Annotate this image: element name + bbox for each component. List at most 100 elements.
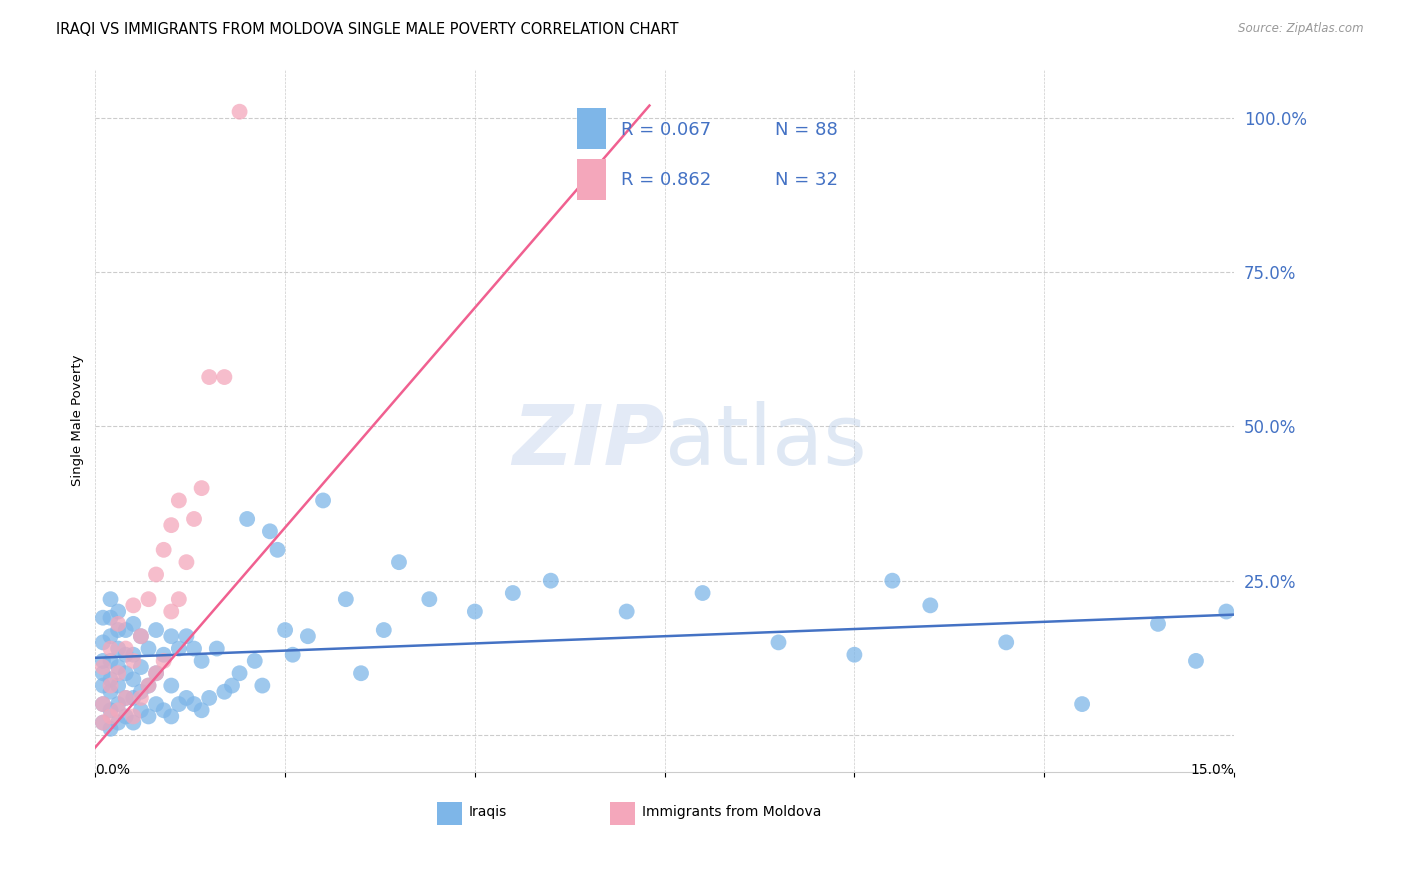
- Point: [138, 592, 160, 607]
- Point: [312, 493, 335, 508]
- Point: [100, 685, 122, 699]
- Point: [160, 679, 183, 693]
- Point: [122, 654, 145, 668]
- Point: [145, 567, 167, 582]
- Point: [205, 641, 228, 656]
- Point: [274, 623, 297, 637]
- Point: [114, 648, 136, 662]
- Point: [107, 641, 129, 656]
- Point: [114, 623, 136, 637]
- Point: [114, 666, 136, 681]
- Text: 15.0%: 15.0%: [1189, 763, 1234, 777]
- Point: [221, 679, 243, 693]
- Point: [107, 666, 129, 681]
- Point: [335, 592, 357, 607]
- Point: [91, 610, 114, 624]
- Point: [464, 605, 486, 619]
- Point: [91, 697, 114, 711]
- Point: [1185, 654, 1208, 668]
- Point: [183, 641, 205, 656]
- Point: [107, 616, 129, 631]
- Point: [100, 703, 122, 717]
- Point: [844, 648, 866, 662]
- Point: [616, 605, 638, 619]
- Point: [502, 586, 524, 600]
- Point: [1071, 697, 1094, 711]
- Point: [145, 623, 167, 637]
- Point: [152, 654, 174, 668]
- Point: [100, 654, 122, 668]
- Point: [145, 697, 167, 711]
- Point: [138, 641, 160, 656]
- Point: [114, 690, 136, 705]
- Point: [214, 370, 236, 384]
- Point: [152, 542, 174, 557]
- Point: [350, 666, 373, 681]
- Point: [190, 654, 212, 668]
- Point: [920, 599, 942, 613]
- Point: [266, 542, 288, 557]
- Point: [160, 629, 183, 643]
- Point: [122, 715, 145, 730]
- Point: [768, 635, 790, 649]
- Point: [122, 673, 145, 687]
- Point: [129, 690, 152, 705]
- Point: [190, 481, 212, 495]
- Point: [129, 660, 152, 674]
- Point: [107, 623, 129, 637]
- Point: [100, 610, 122, 624]
- Point: [100, 629, 122, 643]
- Point: [882, 574, 904, 588]
- Point: [995, 635, 1018, 649]
- Point: [167, 592, 190, 607]
- Point: [107, 679, 129, 693]
- Point: [692, 586, 714, 600]
- Point: [107, 697, 129, 711]
- Point: [122, 599, 145, 613]
- Text: atlas: atlas: [665, 401, 866, 482]
- Point: [167, 697, 190, 711]
- Text: Source: ZipAtlas.com: Source: ZipAtlas.com: [1239, 22, 1364, 36]
- Point: [228, 666, 250, 681]
- Point: [100, 679, 122, 693]
- Point: [129, 685, 152, 699]
- Point: [228, 104, 250, 119]
- Point: [388, 555, 411, 569]
- Point: [145, 666, 167, 681]
- Point: [107, 660, 129, 674]
- Point: [91, 679, 114, 693]
- Point: [122, 690, 145, 705]
- Point: [176, 690, 198, 705]
- Point: [107, 703, 129, 717]
- Point: [91, 666, 114, 681]
- Point: [91, 654, 114, 668]
- Point: [1147, 616, 1170, 631]
- Text: Immigrants from Moldova: Immigrants from Moldova: [643, 805, 821, 819]
- Point: [91, 635, 114, 649]
- Point: [190, 703, 212, 717]
- Point: [176, 629, 198, 643]
- Point: [236, 512, 259, 526]
- Point: [259, 524, 281, 539]
- Text: ZIP: ZIP: [512, 401, 665, 482]
- Point: [243, 654, 266, 668]
- Point: [122, 709, 145, 723]
- Point: [107, 605, 129, 619]
- Point: [100, 722, 122, 736]
- Point: [198, 370, 221, 384]
- Point: [91, 715, 114, 730]
- Point: [114, 709, 136, 723]
- Point: [100, 673, 122, 687]
- Text: IRAQI VS IMMIGRANTS FROM MOLDOVA SINGLE MALE POVERTY CORRELATION CHART: IRAQI VS IMMIGRANTS FROM MOLDOVA SINGLE …: [56, 22, 679, 37]
- Point: [1215, 605, 1237, 619]
- Text: 0.0%: 0.0%: [96, 763, 131, 777]
- Point: [167, 641, 190, 656]
- Point: [214, 685, 236, 699]
- Point: [152, 703, 174, 717]
- Point: [418, 592, 440, 607]
- Point: [114, 690, 136, 705]
- Point: [281, 648, 304, 662]
- Point: [129, 703, 152, 717]
- Point: [183, 512, 205, 526]
- Point: [100, 641, 122, 656]
